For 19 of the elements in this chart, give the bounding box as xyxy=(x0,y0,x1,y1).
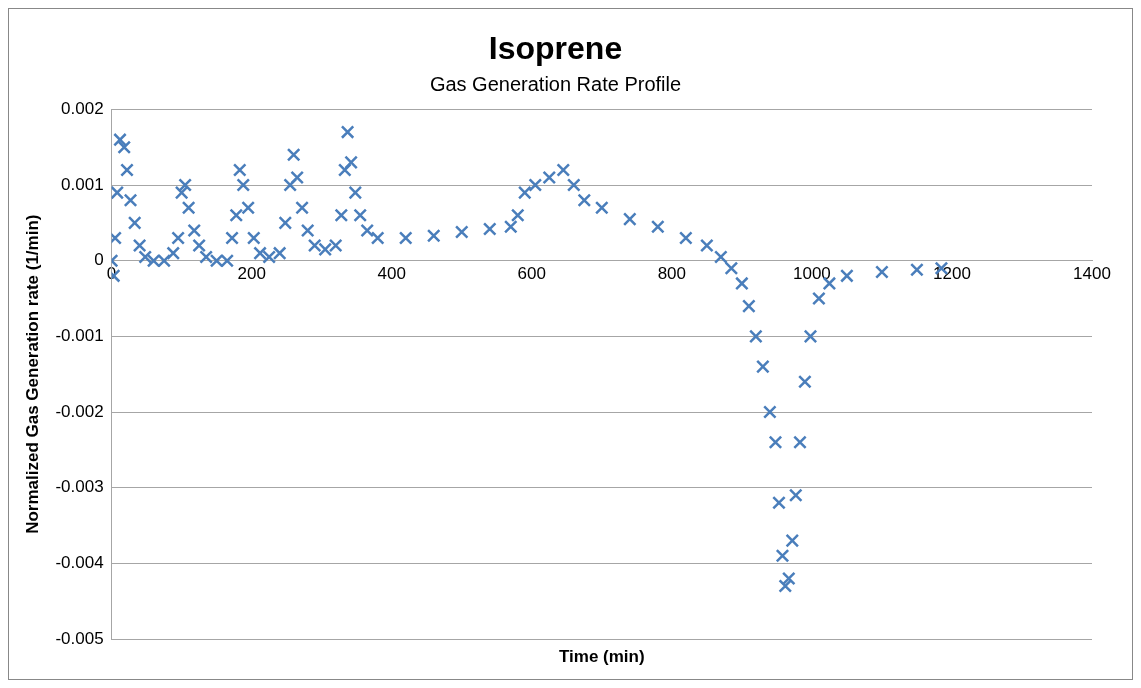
chart-title: Isoprene xyxy=(488,30,623,67)
y-tick-label: 0 xyxy=(94,250,104,270)
y-tick-label: -0.003 xyxy=(55,477,104,497)
x-axis-title: Time (min) xyxy=(558,647,645,667)
y-tick-label: 0.001 xyxy=(61,174,104,194)
x-tick-label: 600 xyxy=(517,263,546,283)
y-tick-label: 0.002 xyxy=(61,99,104,119)
y-tick-label: -0.001 xyxy=(55,326,104,346)
x-tick-label: 1200 xyxy=(933,263,971,283)
y-tick-label: -0.004 xyxy=(55,553,104,573)
y-tick-label: -0.005 xyxy=(55,628,104,648)
x-tick-label: 200 xyxy=(237,263,266,283)
y-axis-title: Normalized Gas Generation rate (1/min) xyxy=(22,214,42,534)
chart-subtitle: Gas Generation Rate Profile xyxy=(429,72,682,95)
x-tick-label: 1000 xyxy=(792,263,831,283)
x-tick-label: 800 xyxy=(657,263,687,283)
x-tick-label: 1400 xyxy=(1073,263,1111,283)
x-tick-label: 400 xyxy=(377,263,406,283)
y-tick-label: -0.002 xyxy=(55,401,104,421)
